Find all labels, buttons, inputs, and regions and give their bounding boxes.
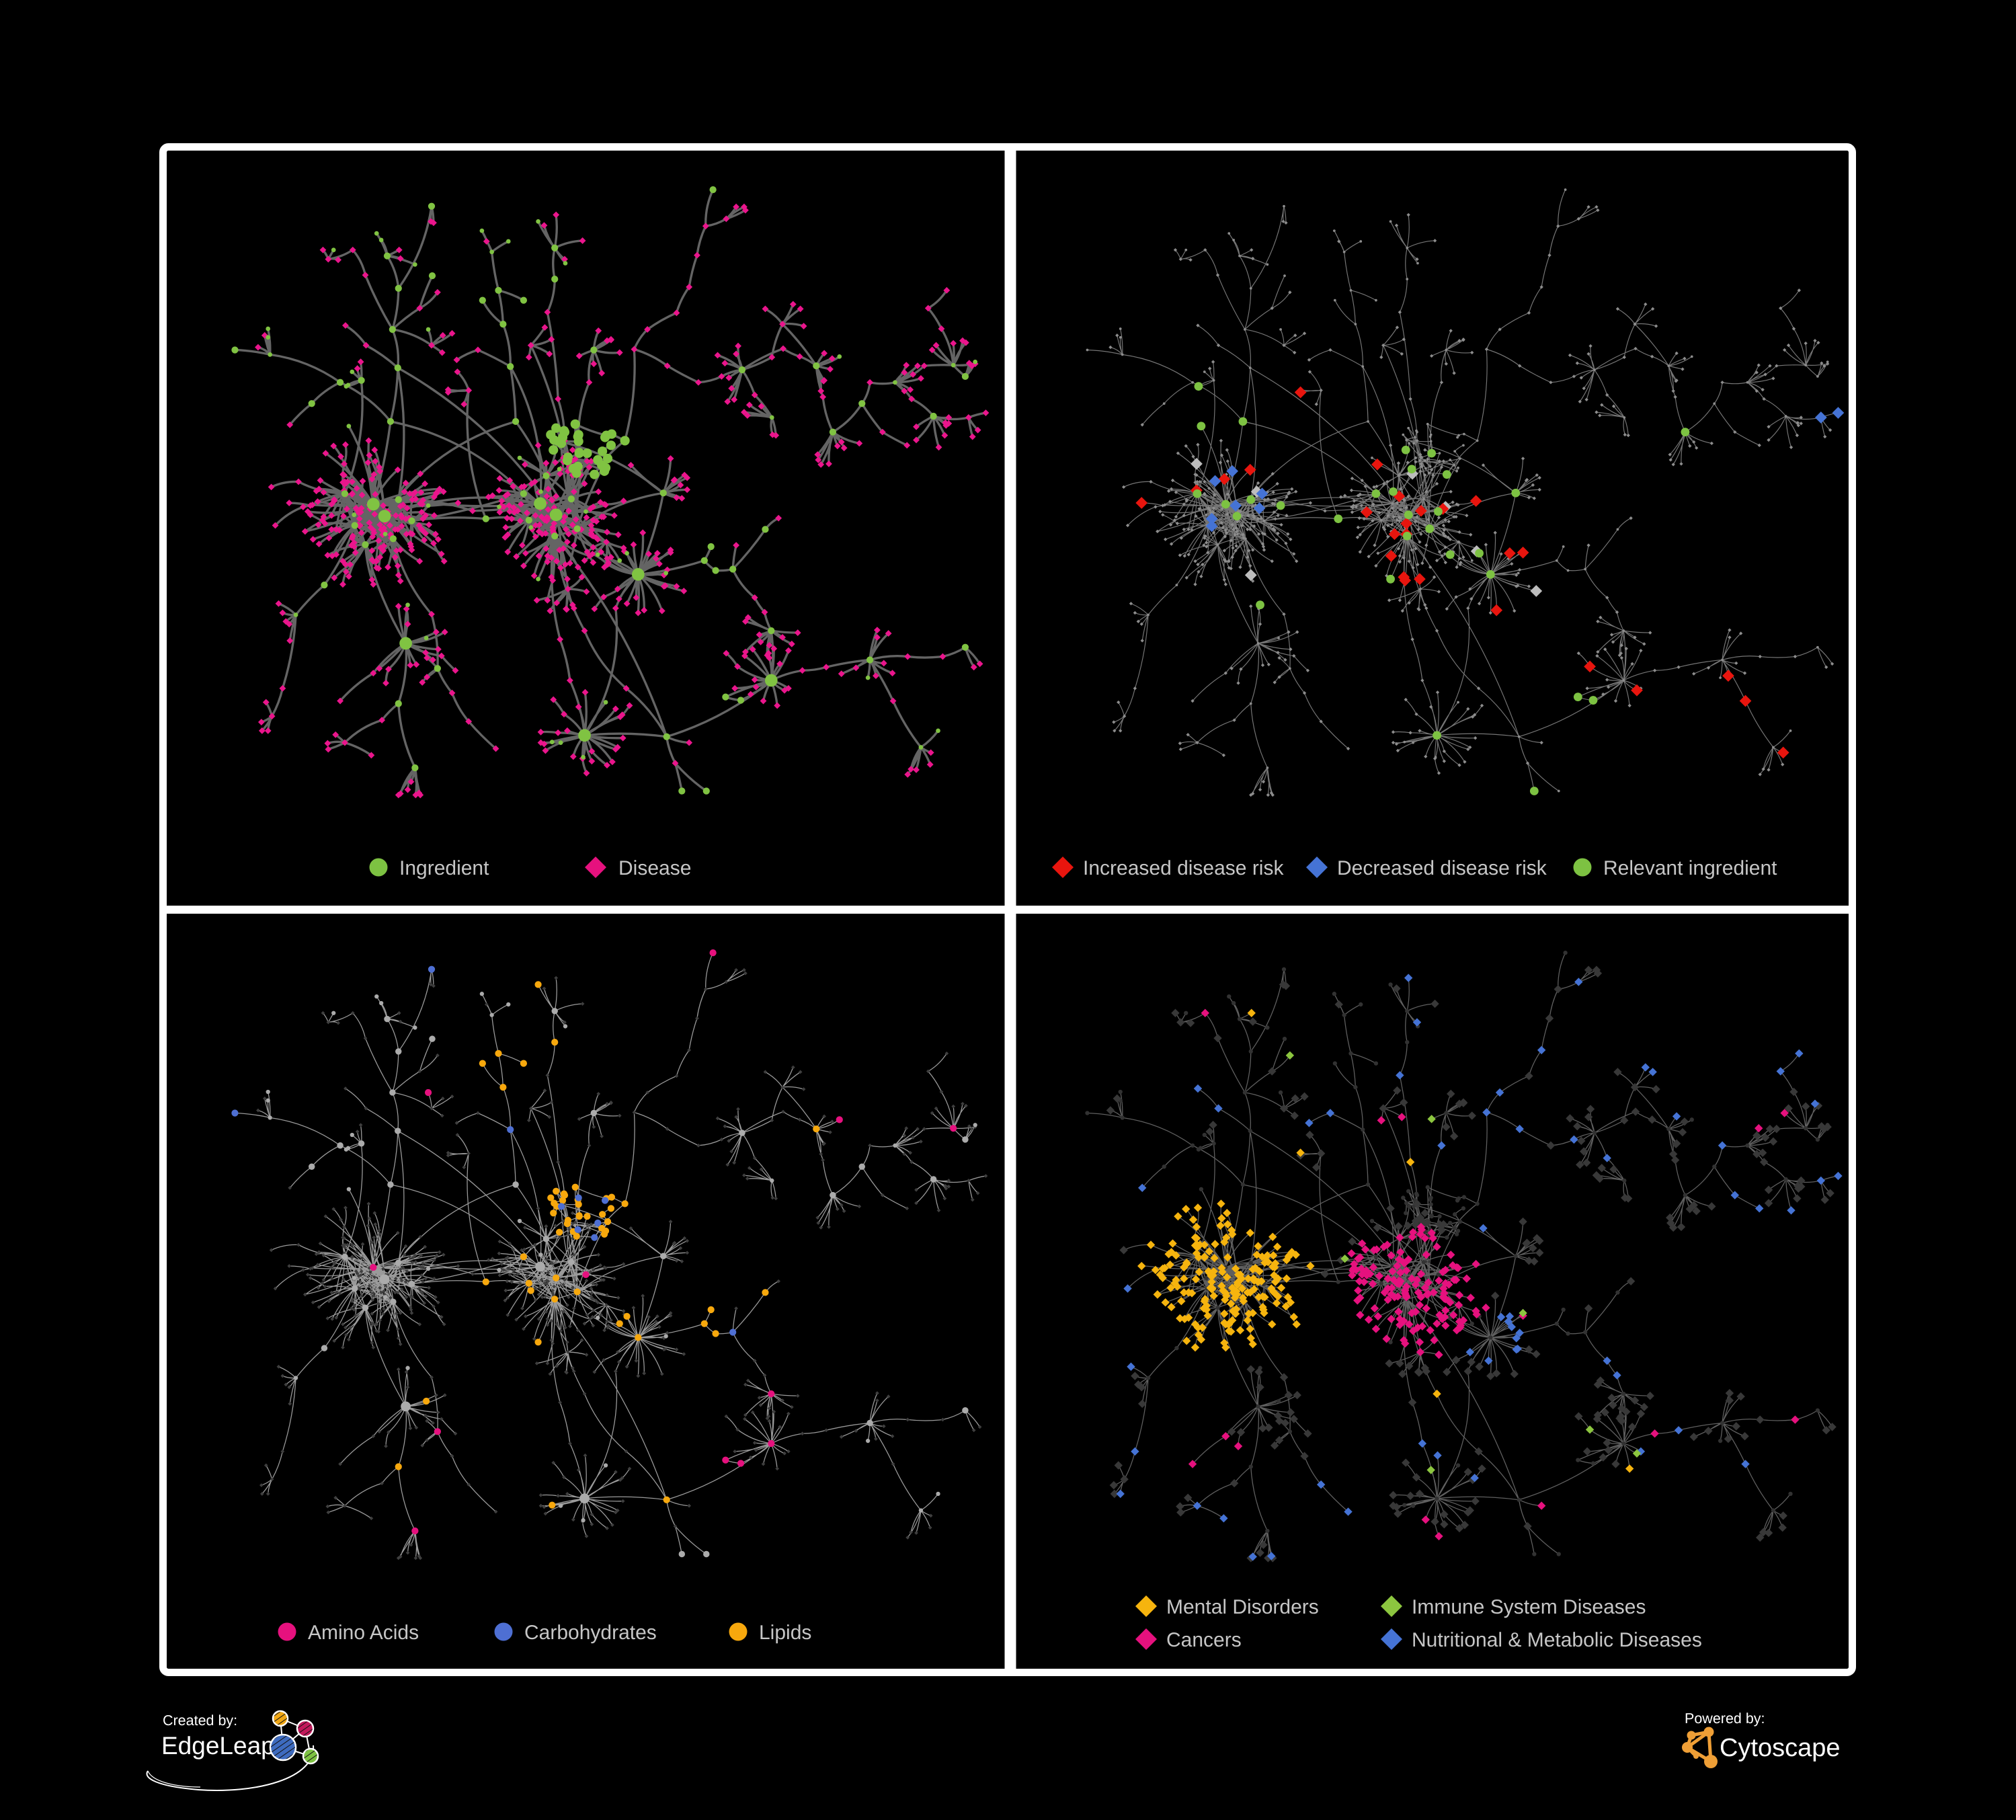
svg-text:Immune System Diseases: Immune System Diseases	[1412, 1596, 1646, 1618]
svg-text:Carbohydrates: Carbohydrates	[524, 1622, 657, 1644]
svg-text:Decreased disease risk: Decreased disease risk	[1337, 857, 1547, 879]
svg-text:Amino Acids: Amino Acids	[308, 1622, 419, 1644]
svg-text:Disease: Disease	[618, 857, 691, 879]
svg-text:Increased disease risk: Increased disease risk	[1083, 857, 1284, 879]
svg-text:Cancers: Cancers	[1166, 1629, 1242, 1651]
svg-text:EdgeLeap: EdgeLeap	[161, 1732, 275, 1759]
svg-text:Ingredient: Ingredient	[399, 857, 489, 879]
svg-text:Created by:: Created by:	[163, 1712, 237, 1729]
svg-text:Lipids: Lipids	[759, 1622, 811, 1644]
svg-text:Mental Disorders: Mental Disorders	[1166, 1596, 1319, 1618]
svg-text:Relevant ingredient: Relevant ingredient	[1603, 857, 1777, 879]
svg-text:Cytoscape: Cytoscape	[1720, 1734, 1841, 1762]
svg-text:Powered by:: Powered by:	[1685, 1710, 1765, 1727]
svg-text:Nutritional & Metabolic Diseas: Nutritional & Metabolic Diseases	[1412, 1629, 1702, 1651]
